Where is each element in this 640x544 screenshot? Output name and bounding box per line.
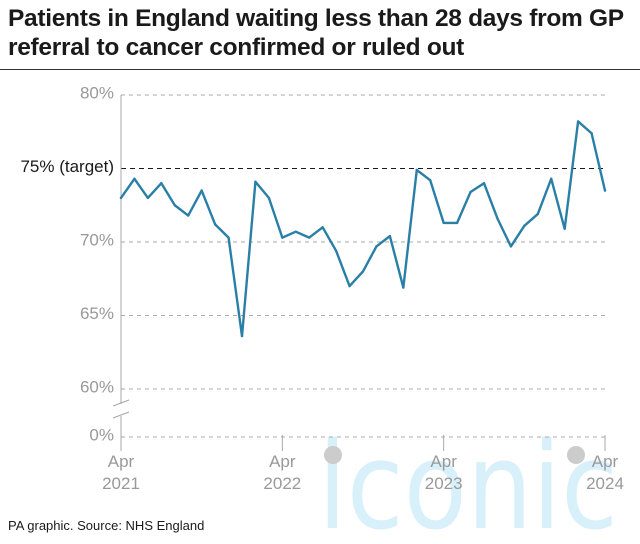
- data-point: [550, 177, 553, 180]
- data-point: [133, 177, 136, 180]
- data-point: [361, 270, 365, 273]
- data-point: [321, 226, 324, 229]
- chart-title: Patients in England waiting less than 28…: [8, 5, 624, 61]
- y-tick-label: 75% (target): [20, 157, 114, 176]
- data-point: [415, 168, 418, 172]
- data-point: [576, 120, 580, 123]
- data-point: [455, 221, 459, 225]
- watermark-dot: [324, 446, 342, 464]
- data-point: [388, 234, 392, 238]
- source-note: PA graphic. Source: NHS England: [8, 518, 205, 533]
- series-line: [119, 120, 607, 338]
- y-tick-label: 70%: [80, 230, 114, 249]
- data-point: [281, 236, 284, 239]
- axis-break-mark: [112, 399, 130, 407]
- watermark: iconic: [318, 418, 618, 544]
- data-point: [469, 190, 472, 194]
- data-point: [267, 196, 271, 200]
- y-tick-label: 0%: [89, 425, 114, 444]
- data-point: [429, 179, 432, 182]
- data-point: [146, 196, 150, 200]
- x-tick-label: 2021: [102, 474, 140, 493]
- data-point: [375, 245, 378, 248]
- x-tick-label: Apr: [592, 452, 619, 471]
- x-tick-label: 2024: [586, 474, 624, 493]
- data-point: [294, 230, 297, 233]
- axis-break-mark: [112, 411, 130, 419]
- data-point: [254, 180, 257, 183]
- data-point: [442, 221, 445, 225]
- title-divider: [0, 69, 640, 70]
- data-point: [213, 223, 217, 226]
- data-point: [160, 182, 163, 185]
- x-tick-label: Apr: [430, 452, 457, 471]
- data-point: [496, 217, 499, 220]
- data-point: [187, 214, 190, 217]
- x-tick-label: Apr: [269, 452, 296, 471]
- data-point: [200, 189, 203, 192]
- y-tick-label: 65%: [80, 304, 114, 323]
- data-point: [308, 236, 311, 239]
- data-point: [348, 284, 351, 288]
- data-point: [482, 182, 486, 185]
- data-point: [509, 245, 513, 248]
- data-point: [227, 236, 230, 239]
- watermark-dot: [567, 446, 585, 464]
- x-tick-label: 2023: [425, 474, 463, 493]
- data-point: [590, 132, 593, 135]
- data-point: [536, 212, 539, 216]
- data-point: [173, 204, 176, 207]
- data-point: [402, 286, 405, 289]
- x-tick-label: 2022: [263, 474, 301, 493]
- data-point: [240, 334, 244, 338]
- data-point: [119, 196, 123, 200]
- y-tick-label: 80%: [80, 83, 114, 102]
- data-point: [563, 227, 566, 230]
- data-point: [334, 249, 338, 253]
- y-tick-label: 60%: [80, 377, 114, 396]
- data-point: [603, 189, 607, 192]
- x-tick-label: Apr: [108, 452, 135, 471]
- data-point: [523, 224, 526, 228]
